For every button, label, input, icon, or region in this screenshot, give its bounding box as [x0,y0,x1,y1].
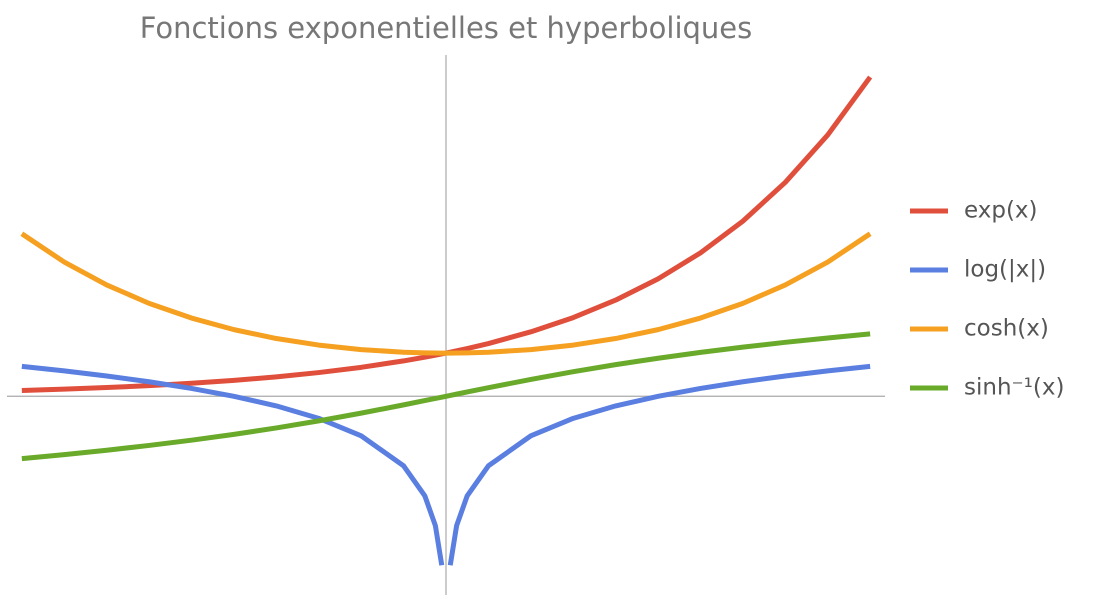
chart-title: Fonctions exponentielles et hyperbolique… [140,11,753,45]
legend-text: exp(x) [964,198,1038,224]
legend-text: log(|x|) [964,257,1046,283]
series-line [21,363,871,566]
legend-text: cosh(x) [964,316,1049,342]
series-line [20,231,872,356]
series-line [21,331,871,462]
legend-text: sinh⁻¹(x) [964,375,1064,401]
